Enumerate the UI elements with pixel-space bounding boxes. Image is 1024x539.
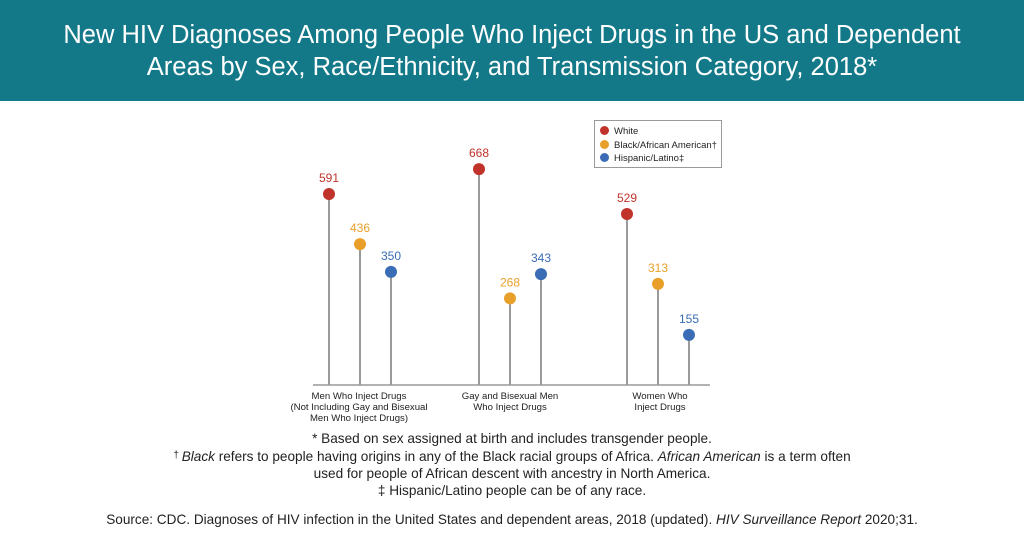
legend-swatch-hispanic <box>600 153 609 162</box>
source-prefix: Source: CDC. Diagnoses of HIV infection … <box>106 512 717 527</box>
x-category-label-gay-bisexual: Gay and Bisexual Men Who Inject Drugs <box>440 391 580 413</box>
data-label-black-1: 268 <box>500 275 520 289</box>
footnote-black-text2: is a term often <box>760 449 851 464</box>
lollipop-point-black-0 <box>354 238 366 251</box>
footnote-black-cont: used for people of African descent with … <box>313 466 711 481</box>
chart-title-line-1: New HIV Diagnoses Among People Who Injec… <box>63 21 961 49</box>
data-label-white-2: 529 <box>617 191 637 205</box>
x-category-men-line-2: (Not Including Gay and Bisexual <box>290 402 428 413</box>
data-label-hispanic-0: 350 <box>381 249 401 263</box>
footnote-aa-term: African American <box>657 449 761 464</box>
footnote-black-term: Black <box>181 449 215 464</box>
legend-item-white: White <box>600 126 638 138</box>
data-label-white-0: 591 <box>319 171 339 185</box>
lollipop-point-white-0 <box>323 187 335 200</box>
legend-item-hispanic: Hispanic/Latino‡ <box>600 153 684 165</box>
source-citation: Source: CDC. Diagnoses of HIV infection … <box>0 512 1024 527</box>
footnotes: * Based on sex assigned at birth and inc… <box>0 430 1024 499</box>
data-label-hispanic-2: 155 <box>679 312 699 326</box>
lollipop-point-white-1 <box>473 163 485 176</box>
title-banner: New HIV Diagnoses Among People Who Injec… <box>0 0 1024 101</box>
data-label-white-1: 668 <box>469 146 489 160</box>
x-category-women-line-1: Women Who <box>632 391 688 402</box>
footnote-black-text1: refers to people having origins in any o… <box>214 449 658 464</box>
data-label-hispanic-1: 343 <box>531 251 551 265</box>
lollipop-point-black-2 <box>652 277 664 290</box>
x-category-label-women: Women Who Inject Drugs <box>610 391 710 413</box>
lollipop-point-black-1 <box>504 292 516 305</box>
x-category-label-men: Men Who Inject Drugs (Not Including Gay … <box>278 391 440 424</box>
chart-title-line-2: Areas by Sex, Race/Ethnicity, and Transm… <box>146 53 878 81</box>
legend-label-white: White <box>614 126 639 137</box>
data-label-black-2: 313 <box>648 261 668 275</box>
footnote-sex: * Based on sex assigned at birth and inc… <box>312 431 712 446</box>
source-suffix: 2020;31. <box>861 512 918 527</box>
legend-swatch-black <box>600 140 609 149</box>
x-category-men-line-3: Men Who Inject Drugs) <box>309 413 409 424</box>
footnote-black: † Black refers to people having origins … <box>0 447 1024 465</box>
footnote-dagger: † <box>173 450 182 461</box>
chart-title: New HIV Diagnoses Among People Who Injec… <box>20 19 1004 83</box>
x-category-gay-line-1: Gay and Bisexual Men <box>461 391 559 402</box>
chart-legend: White Black/African American† Hispanic/L… <box>594 120 722 168</box>
footnote-hispanic: ‡ Hispanic/Latino people can be of any r… <box>377 483 647 498</box>
x-category-women-line-2: Inject Drugs <box>634 402 686 413</box>
lollipop-point-white-2 <box>621 208 633 221</box>
lollipop-chart: 591 436 350 668 268 343 529 313 155 <box>313 146 710 386</box>
legend-swatch-white <box>600 126 609 135</box>
legend-label-black: Black/African American† <box>614 140 717 151</box>
source-report-title: HIV Surveillance Report <box>716 512 862 527</box>
x-category-men-line-1: Men Who Inject Drugs <box>311 391 407 402</box>
lollipop-point-hispanic-0 <box>385 265 397 278</box>
data-label-black-0: 436 <box>350 221 370 235</box>
lollipop-point-hispanic-1 <box>535 268 547 281</box>
legend-item-black: Black/African American† <box>600 140 717 152</box>
x-category-gay-line-2: Who Inject Drugs <box>473 402 547 413</box>
legend-label-hispanic: Hispanic/Latino‡ <box>614 153 685 164</box>
lollipop-point-hispanic-2 <box>683 328 695 341</box>
